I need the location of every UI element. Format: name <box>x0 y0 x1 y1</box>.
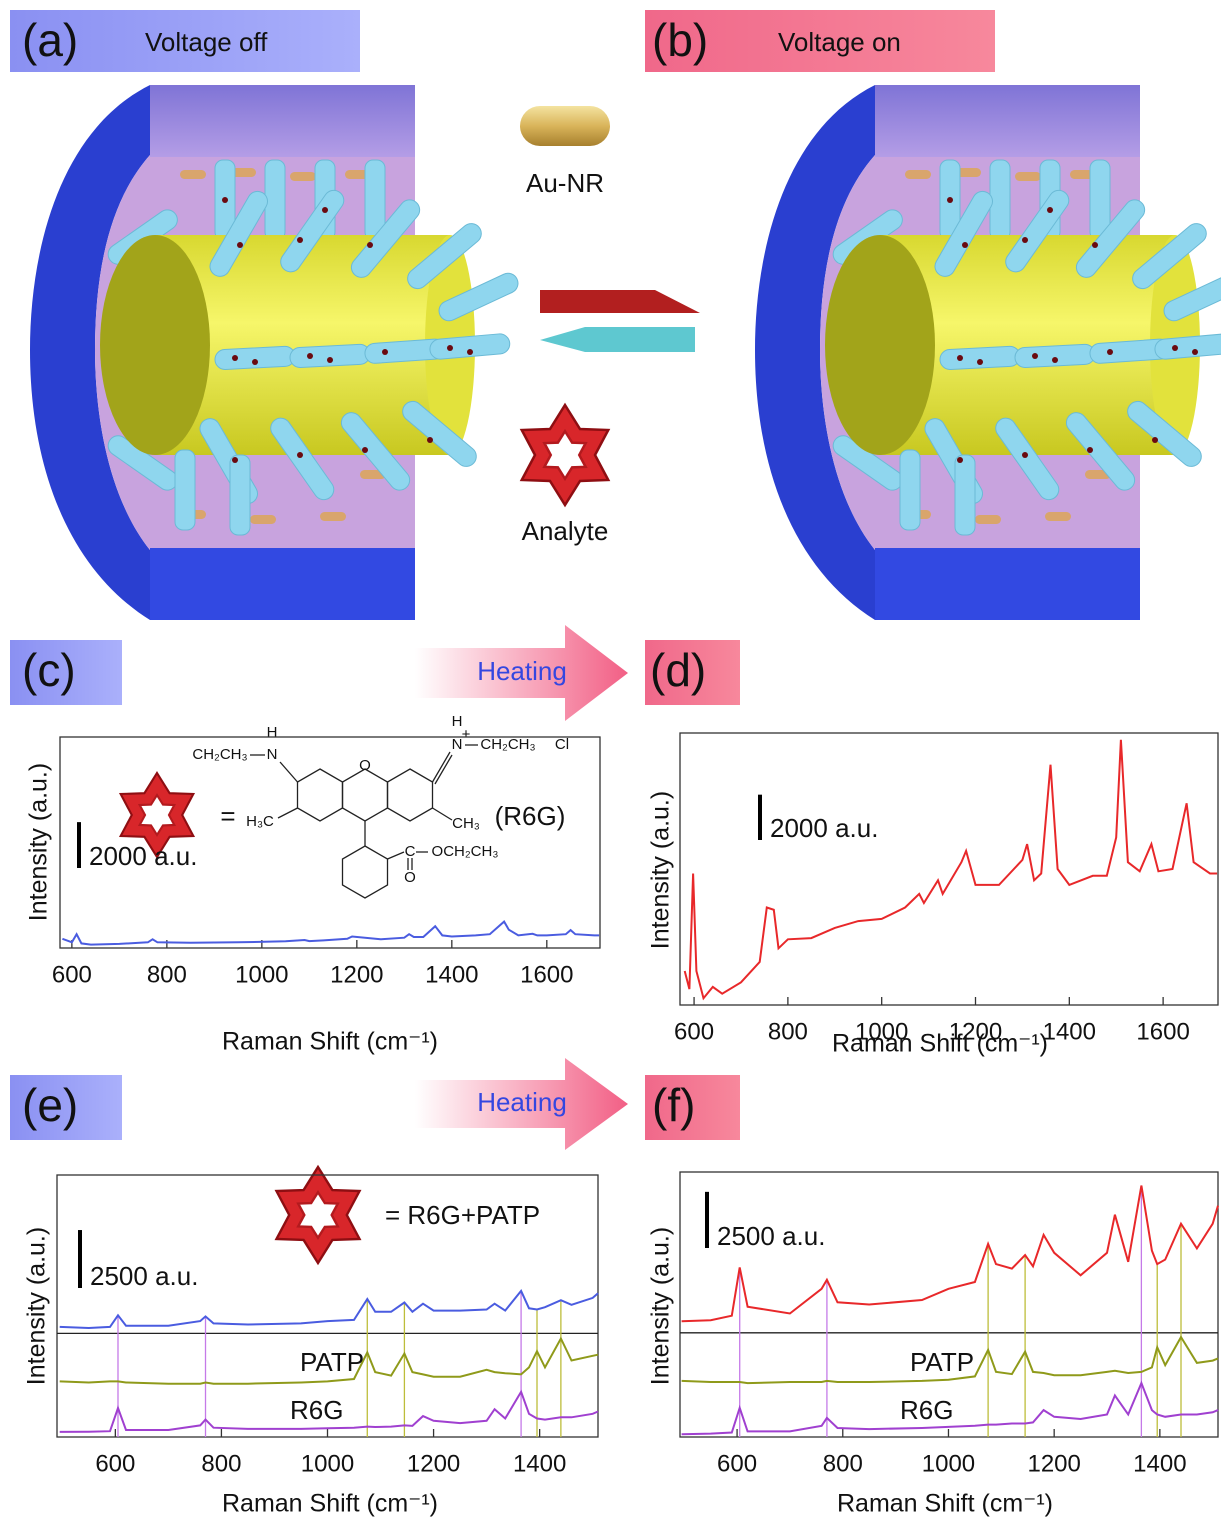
panel-header <box>10 1075 122 1140</box>
x-tick-label: 1000 <box>922 1450 975 1477</box>
inset-name: (R6G) <box>495 801 566 831</box>
x-axis-label: Raman Shift (cm⁻¹) <box>222 1490 438 1518</box>
nanorod-icon <box>520 106 610 146</box>
scale-bar-label: 2500 a.u. <box>717 1221 825 1251</box>
structure-label: H₃C <box>246 813 274 830</box>
structure-label: OCH₂CH₃ <box>432 843 499 860</box>
x-tick-label: 1200 <box>330 961 383 988</box>
transition-label: Heating <box>477 1087 567 1117</box>
panel-label: (a) <box>22 14 78 66</box>
scale-bar-label: 2000 a.u. <box>770 813 878 843</box>
x-tick-label: 600 <box>52 961 92 988</box>
y-axis-label: Intensity (a.u.) <box>25 763 53 921</box>
spectrum <box>62 920 600 946</box>
x-tick-label: 1000 <box>301 1450 354 1477</box>
panel-caption: Voltage on <box>778 27 901 57</box>
series-label: R6G <box>290 1395 343 1425</box>
spectrum <box>59 1289 599 1330</box>
structure-label: H <box>452 713 463 730</box>
structure-label: + <box>462 726 471 743</box>
schematic-on <box>754 84 1221 621</box>
spectrum <box>59 1389 599 1433</box>
x-tick-label: 800 <box>201 1450 241 1477</box>
x-tick-label: 1400 <box>1043 1018 1096 1045</box>
heating-arrow <box>415 1058 628 1150</box>
structure-label: Cl <box>555 736 569 753</box>
x-tick-label: 600 <box>95 1450 135 1477</box>
y-axis-label: Intensity (a.u.) <box>647 791 675 949</box>
structure-label: H <box>267 724 278 741</box>
structure-label: CH₃ <box>452 815 480 832</box>
spectrum <box>683 739 1218 1001</box>
panel-label: (d) <box>650 644 706 696</box>
x-tick-label: 1000 <box>855 1018 908 1045</box>
scale-bar-label: 2000 a.u. <box>89 841 197 871</box>
panel-header <box>10 10 360 72</box>
panel-header <box>10 640 122 705</box>
structure-label: CH₂CH₃ <box>480 736 535 753</box>
r6g-structure <box>119 744 478 899</box>
panel-caption: Voltage off <box>145 27 268 57</box>
panel-label: (b) <box>652 14 708 66</box>
arrow-forward <box>540 290 700 313</box>
series-label: PATP <box>910 1347 974 1377</box>
panel-header <box>645 640 740 705</box>
x-tick-label: 800 <box>768 1018 808 1045</box>
series-label: R6G <box>900 1395 953 1425</box>
y-axis-label: Intensity (a.u.) <box>23 1227 51 1385</box>
x-tick-label: 800 <box>823 1450 863 1477</box>
schematic-off <box>29 84 522 621</box>
x-tick-label: 600 <box>717 1450 757 1477</box>
x-tick-label: 1200 <box>1027 1450 1080 1477</box>
x-axis-label: Raman Shift (cm⁻¹) <box>832 1030 1048 1058</box>
x-tick-label: 1400 <box>425 961 478 988</box>
spectrum <box>681 1335 1219 1385</box>
structure-label: C <box>405 843 416 860</box>
panel-header <box>645 10 995 72</box>
x-tick-label: 1200 <box>407 1450 460 1477</box>
panel-label: (c) <box>22 644 76 696</box>
spectrum <box>59 1336 599 1385</box>
series-label: PATP <box>300 1347 364 1377</box>
spectrum <box>681 1185 1219 1323</box>
x-tick-label: 1600 <box>520 961 573 988</box>
x-tick-label: 600 <box>674 1018 714 1045</box>
x-tick-label: 1600 <box>1136 1018 1189 1045</box>
panel-label: (f) <box>652 1079 695 1131</box>
arrow-back <box>540 327 695 352</box>
x-tick-label: 1000 <box>235 961 288 988</box>
panel-label: (e) <box>22 1079 78 1131</box>
x-tick-label: 1200 <box>949 1018 1002 1045</box>
mixture-icon <box>275 1165 361 1265</box>
rod-label: Au-NR <box>526 168 604 198</box>
x-tick-label: 800 <box>147 961 187 988</box>
structure-label: N <box>267 746 278 763</box>
scale-bar-label: 2500 a.u. <box>90 1261 198 1291</box>
structure-label: O <box>359 757 371 774</box>
spectrum <box>681 1380 1219 1436</box>
transition-label: Heating <box>477 656 567 686</box>
x-tick-label: 1400 <box>1133 1450 1186 1477</box>
x-axis-label: Raman Shift (cm⁻¹) <box>222 1028 438 1056</box>
inset-equals: = <box>220 801 235 831</box>
heating-arrow <box>415 625 628 721</box>
structure-label: CH₂CH₃ <box>192 746 247 763</box>
y-axis-label: Intensity (a.u.) <box>647 1227 675 1385</box>
panel-header <box>645 1075 740 1140</box>
x-tick-label: 1400 <box>513 1450 566 1477</box>
plot-frame <box>679 732 1219 1006</box>
analyte-icon <box>520 403 610 507</box>
plot-frame <box>59 736 601 949</box>
structure-label: N <box>452 736 463 753</box>
structure-label: O <box>404 869 416 886</box>
annotation: = R6G+PATP <box>385 1200 540 1230</box>
x-axis-label: Raman Shift (cm⁻¹) <box>837 1490 1053 1518</box>
analyte-label: Analyte <box>522 516 609 546</box>
